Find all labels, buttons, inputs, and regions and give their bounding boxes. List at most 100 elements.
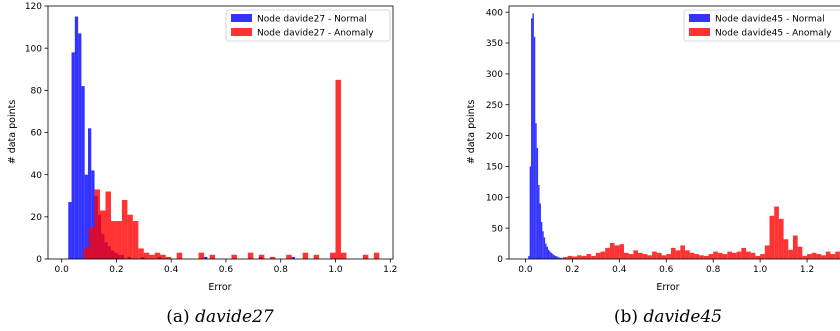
y-tick-label-b: 200 [486, 132, 503, 142]
histogram-bar-normal-b [540, 221, 543, 259]
x-tick-label-a: 1.2 [383, 265, 397, 275]
legend-box-b [683, 9, 840, 42]
chart-panel-a: 0.0 0.2 0.4 0.6 0.8 1.0 1.2 0 20 40 60 80 100 120 Er… [7, 2, 397, 327]
histogram-bar-anomaly-a [89, 227, 95, 260]
y-tick-label-b: 400 [486, 8, 503, 18]
chart-panel-b: 0.0 0.2 0.4 0.6 0.8 1.0 1.2 0 50 100 150 200 250 300… [466, 5, 840, 327]
histogram-bar-anomaly-b [811, 252, 817, 259]
histogram-bar-normal-b [555, 255, 557, 259]
histogram-bar-anomaly-b [821, 255, 826, 259]
y-tick-label-b: 100 [486, 193, 503, 203]
caption-a: (a) davide27 [166, 307, 274, 327]
histogram-bar-anomaly-b [689, 252, 695, 259]
histogram-bar-normal-a [78, 33, 82, 259]
histogram-bar-anomaly-b [638, 252, 643, 259]
y-tick-label-a: 0 [36, 255, 42, 265]
histogram-bar-anomaly-b [586, 254, 592, 259]
histogram-bar-anomaly-a [373, 252, 380, 259]
histogram-bar-anomaly-a [132, 221, 139, 259]
histogram-bar-anomaly-b [595, 252, 601, 259]
histogram-bar-anomaly-b [807, 254, 812, 259]
y-tick-label-b: 350 [486, 39, 503, 49]
histogram-bar-anomaly-b [609, 242, 615, 259]
caption-b: (b) davide45 [614, 307, 722, 327]
histogram-bar-normal-b [549, 251, 551, 259]
histogram-bar-normal-a [71, 52, 75, 259]
histogram-bar-normal-a [68, 202, 72, 259]
histogram-bar-normal-b [533, 36, 536, 259]
y-tick-label-b: 250 [486, 101, 503, 111]
x-axis-ticks-a: 0.0 0.2 0.4 0.6 0.8 1.0 1.2 [55, 259, 397, 275]
y-tick-label-a: 80 [31, 87, 43, 97]
histogram-bar-anomaly-b [717, 252, 723, 259]
histogram-bar-anomaly-a [138, 248, 144, 259]
x-tick-label-a: 0.6 [219, 265, 234, 275]
histogram-bar-anomaly-b [685, 250, 690, 259]
histogram-bar-anomaly-a [165, 256, 172, 259]
plot-area-b [509, 6, 840, 259]
histogram-bar-anomaly-b [755, 255, 761, 259]
histogram-bar-normal-a [74, 16, 79, 259]
y-axis-label-a: # data points [7, 100, 18, 165]
x-tick-label-b: 0.4 [612, 265, 627, 275]
histogram-bar-anomaly-b [722, 254, 728, 259]
histogram-bar-anomaly-a [269, 256, 276, 259]
histogram-bar-normal-b [535, 123, 537, 260]
caption-name-a: davide27 [195, 307, 274, 327]
histogram-bar-anomaly-b [567, 255, 573, 259]
legend-label-normal-b: Node davide45 - Normal [715, 15, 825, 25]
legend-b: Node davide45 - Normal Node davide45 - A… [683, 9, 840, 42]
histogram-bar-anomaly-b [792, 235, 798, 259]
y-tick-label-a: 120 [25, 2, 42, 12]
histogram-bar-anomaly-a [83, 248, 90, 259]
histogram-bar-normal-b [552, 254, 554, 259]
histogram-bar-anomaly-b [628, 254, 634, 259]
x-tick-label-b: 1.2 [800, 265, 814, 275]
histogram-bar-anomaly-b [713, 251, 718, 259]
histogram-bar-normal-b [528, 255, 530, 259]
histogram-bar-normal-b [529, 166, 532, 259]
x-tick-label-a: 0.2 [109, 265, 123, 275]
histogram-bar-anomaly-b [572, 256, 578, 259]
histogram-bar-anomaly-b [652, 251, 657, 259]
histogram-bar-anomaly-b [694, 254, 700, 259]
histogram-bar-anomaly-b [750, 252, 756, 259]
histogram-bar-normal-b [556, 256, 558, 259]
legend-swatch-anomaly-b [689, 28, 710, 36]
histogram-bar-anomaly-b [736, 251, 742, 259]
histogram-bar-anomaly-b [797, 246, 803, 259]
histogram-bar-anomaly-b [633, 250, 639, 259]
histogram-bar-normal-b [542, 231, 544, 259]
histogram-bar-anomaly-b [647, 255, 653, 259]
legend-swatch-normal-b [689, 14, 710, 22]
histogram-bar-normal-a [87, 128, 92, 259]
legend-swatch-anomaly-a [231, 28, 252, 36]
histogram-bar-anomaly-b [661, 255, 667, 259]
histogram-bar-normal-a [81, 86, 85, 260]
histogram-bar-anomaly-b [642, 254, 648, 259]
y-tick-label-b: 150 [486, 163, 503, 173]
histogram-bar-anomaly-b [727, 251, 732, 259]
bars-a [68, 16, 380, 260]
histogram-bar-normal-b [560, 257, 563, 259]
histogram-bar-anomaly-a [176, 252, 183, 259]
histogram-bar-normal-b [543, 237, 546, 259]
histogram-bar-normal-b [536, 147, 539, 259]
histogram-bar-normal-a [291, 256, 295, 259]
y-tick-label-a: 40 [31, 171, 43, 181]
histogram-bar-anomaly-b [591, 255, 596, 259]
y-tick-label-b: 300 [486, 70, 503, 80]
histogram-bar-anomaly-b [778, 218, 784, 259]
histogram-bar-anomaly-a [121, 199, 128, 259]
legend-label-anomaly-a: Node davide27 - Anomaly [257, 29, 374, 39]
histogram-bar-anomaly-b [830, 254, 836, 259]
histogram-bar-anomaly-a [160, 254, 166, 259]
histogram-bar-anomaly-b [703, 255, 709, 259]
histogram-bar-normal-b [538, 184, 540, 259]
x-tick-label-b: 0.0 [518, 265, 533, 275]
x-tick-label-b: 1.0 [753, 265, 768, 275]
histogram-bar-anomaly-b [802, 255, 808, 259]
plot-frame-b [508, 5, 840, 260]
histogram-bar-anomaly-b [670, 247, 676, 259]
